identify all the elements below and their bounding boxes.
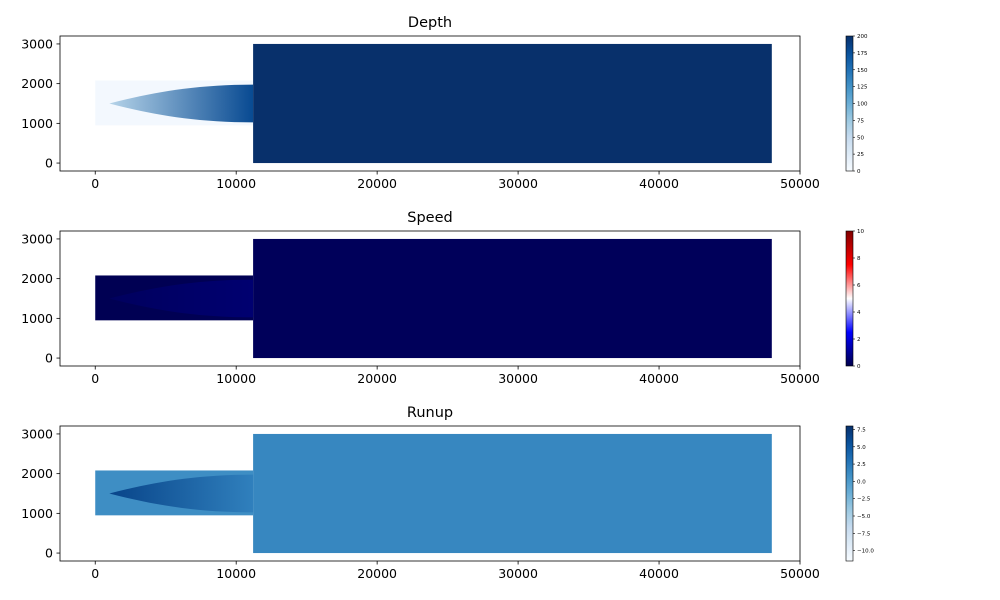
colorbar-tick-label: −5.0: [857, 514, 871, 520]
colorbar-tick-label: 25: [857, 152, 864, 158]
x-tick-label: 50000: [780, 176, 820, 191]
river-plume-region: [109, 279, 254, 318]
colorbar-tick-label: 2: [857, 337, 861, 343]
x-tick-label: 20000: [357, 371, 397, 386]
y-tick-label: 3000: [21, 426, 53, 441]
x-tick-label: 50000: [780, 371, 820, 386]
x-tick-label: 40000: [639, 176, 679, 191]
colorbar-tick-label: 8: [857, 256, 861, 262]
y-tick-label: 0: [45, 351, 53, 366]
x-tick-label: 20000: [357, 566, 397, 581]
x-tick-label: 50000: [780, 566, 820, 581]
x-tick-label: 30000: [498, 566, 538, 581]
river-plume-region: [109, 84, 254, 123]
panel-title: Depth: [408, 15, 452, 31]
x-tick-label: 20000: [357, 176, 397, 191]
y-tick-label: 1000: [21, 506, 53, 521]
colorbar-tick-label: 5.0: [857, 445, 866, 451]
axes-frame: [59, 425, 801, 562]
x-tick-label: 0: [91, 371, 99, 386]
colorbar-tick-label: 6: [857, 283, 861, 289]
panel-title: Speed: [407, 210, 452, 226]
colorbar-tick-label: −2.5: [857, 497, 871, 503]
colorbar-tick-label: 2.5: [857, 462, 866, 468]
ocean-region: [253, 238, 772, 359]
colorbar-tick-label: 0: [857, 364, 861, 370]
colorbar-tick-label: 75: [857, 118, 864, 124]
colorbar-tick-label: 0: [857, 169, 861, 175]
colorbar-tick-label: 0.0: [857, 479, 866, 485]
y-tick-label: 1000: [21, 311, 53, 326]
colorbar-tick-label: 200: [857, 34, 868, 40]
colorbar-tick-label: 125: [857, 85, 868, 91]
colorbar-tick-label: 150: [857, 68, 868, 74]
y-tick-label: 2000: [21, 466, 53, 481]
x-tick-label: 10000: [216, 566, 256, 581]
y-tick-label: 3000: [21, 36, 53, 51]
ocean-region: [253, 433, 772, 554]
y-tick-label: 2000: [21, 271, 53, 286]
x-tick-label: 30000: [498, 176, 538, 191]
colorbar-tick-label: 10: [857, 229, 864, 235]
y-tick-label: 1000: [21, 116, 53, 131]
ocean-region: [253, 43, 772, 164]
colorbar-tick-label: 7.5: [857, 427, 866, 433]
axes-frame: [59, 35, 801, 172]
axes-frame: [59, 230, 801, 367]
y-tick-label: 3000: [21, 231, 53, 246]
y-tick-label: 2000: [21, 76, 53, 91]
x-tick-label: 0: [91, 176, 99, 191]
x-tick-label: 40000: [639, 566, 679, 581]
colorbar: [845, 230, 854, 367]
panel-title: Runup: [407, 405, 453, 421]
x-tick-label: 0: [91, 566, 99, 581]
panel-runup: Runup 0 10000 20000 30000 40000 50000 0 1000 2000…: [21, 405, 874, 581]
colorbar: [845, 425, 854, 562]
y-tick-label: 0: [45, 546, 53, 561]
colorbar-tick-label: 50: [857, 135, 864, 141]
colorbar-tick-label: −10.0: [857, 549, 874, 555]
colorbar: [845, 35, 854, 172]
x-tick-label: 10000: [216, 176, 256, 191]
river-plume-region: [109, 474, 254, 513]
colorbar-tick-label: 175: [857, 51, 868, 57]
y-tick-label: 0: [45, 156, 53, 171]
x-tick-label: 40000: [639, 371, 679, 386]
colorbar-tick-label: 100: [857, 102, 868, 108]
x-tick-label: 10000: [216, 371, 256, 386]
x-tick-label: 30000: [498, 371, 538, 386]
colorbar-tick-label: −7.5: [857, 531, 871, 537]
colorbar-tick-label: 4: [857, 310, 861, 316]
